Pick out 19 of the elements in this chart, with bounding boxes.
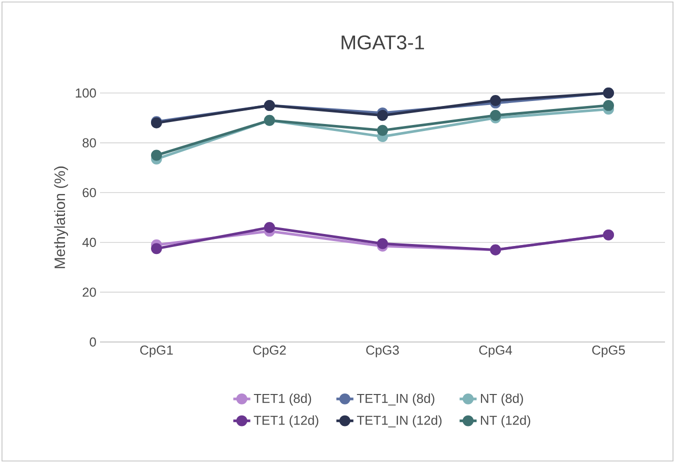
- y-tick-label: 60: [82, 188, 96, 198]
- x-tick-label: CpG5: [592, 346, 625, 358]
- x-tick-label: CpG4: [479, 346, 512, 358]
- chart-title: MGAT3-1: [342, 35, 424, 50]
- legend-label: TET1_IN (12d): [356, 415, 442, 428]
- x-tick-label: CpG3: [366, 346, 399, 358]
- x-tick-label: CpG2: [253, 346, 286, 358]
- y-tick-label: 100: [76, 88, 96, 98]
- y-tick-label: 80: [82, 138, 96, 148]
- legend-label: TET1 (12d): [254, 415, 318, 428]
- y-tick-label: 0: [90, 337, 96, 347]
- y-tick-label: 40: [82, 238, 96, 247]
- y-axis-title: Methylation (%): [54, 166, 68, 268]
- x-tick-label: CpG1: [140, 346, 173, 358]
- legend-label: TET1 (8d): [254, 393, 312, 406]
- y-tick-label: 20: [82, 288, 96, 297]
- legend-label: TET1_IN (8d): [356, 393, 434, 406]
- legend-label: NT (12d): [480, 415, 530, 428]
- legend-label: NT (8d): [480, 393, 523, 406]
